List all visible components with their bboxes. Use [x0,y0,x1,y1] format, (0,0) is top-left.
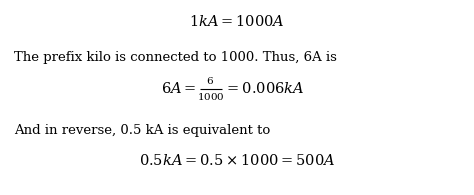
Text: $6$: $6$ [207,75,214,86]
Text: And in reverse, 0.5 kA is equivalent to: And in reverse, 0.5 kA is equivalent to [14,124,271,137]
Text: $1000$: $1000$ [197,91,224,102]
Text: The prefix kilo is connected to 1000. Thus, 6A is: The prefix kilo is connected to 1000. Th… [14,51,337,64]
Text: $= 0.006kA$: $= 0.006kA$ [224,81,304,96]
Text: $6A =$: $6A =$ [162,81,197,96]
Text: $0.5kA = 0.5 \times 1000 = 500A$: $0.5kA = 0.5 \times 1000 = 500A$ [139,153,335,168]
Text: $1kA = 1000A$: $1kA = 1000A$ [189,14,285,29]
